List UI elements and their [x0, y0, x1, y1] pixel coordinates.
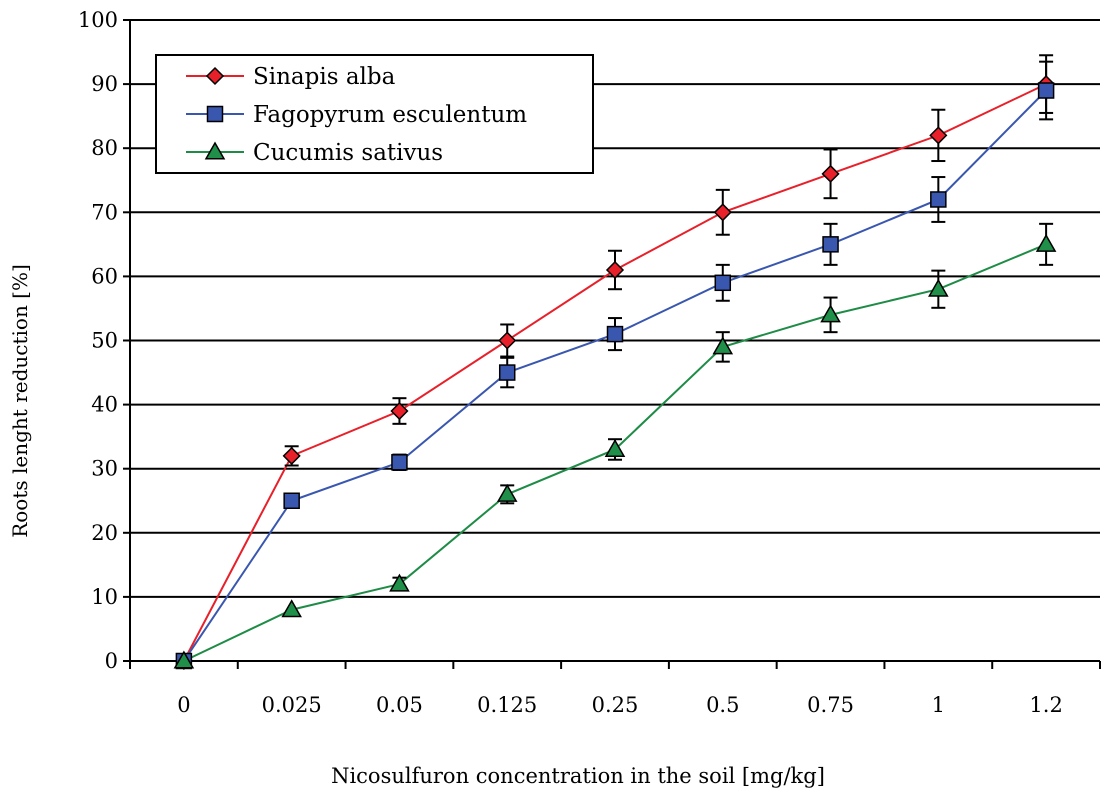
legend-label: Sinapis alba [253, 64, 396, 90]
data-point [821, 164, 840, 183]
series-1 [183, 89, 1047, 662]
data-point [928, 278, 949, 297]
y-tick-label: 0 [105, 649, 118, 673]
data-point [929, 126, 948, 145]
data-point [1035, 233, 1057, 252]
series-line [183, 89, 1047, 662]
data-point [1037, 82, 1055, 99]
legend: Sinapis alba Fagopyrum esculentum Cucumis … [155, 54, 594, 174]
y-tick-label: 70 [91, 200, 118, 224]
legend-label: Fagopyrum esculentum [253, 102, 527, 128]
data-point [714, 274, 732, 292]
data-point [282, 446, 301, 465]
y-tick-label: 10 [91, 585, 118, 609]
y-tick-label: 100 [78, 8, 118, 32]
x-tick-label: 0.25 [592, 693, 639, 717]
data-point [605, 260, 625, 280]
data-point [390, 401, 409, 421]
series-2-markers [173, 233, 1057, 669]
data-point [713, 203, 732, 222]
data-point [604, 438, 626, 457]
data-point [281, 599, 302, 618]
series-0-markers [174, 75, 1056, 671]
y-tick-label: 80 [91, 136, 118, 160]
x-tick-label: 0.05 [376, 693, 423, 717]
y-tick-label: 50 [91, 329, 118, 353]
x-tick-label: 0.5 [706, 693, 739, 717]
legend-marker [204, 141, 226, 160]
x-tick-label: 0.125 [477, 693, 537, 717]
data-point [820, 304, 841, 323]
legend-marker [206, 105, 224, 123]
axes: 0 10 20 30 40 50 60 70 80 90 100 0 0.025 0.05 0.125 0.2… [78, 8, 1101, 717]
x-tick-label: 0.025 [262, 693, 322, 717]
x-tick-label: 0.75 [807, 693, 854, 717]
x-tick-label: 0 [177, 693, 190, 717]
data-point [283, 492, 300, 509]
data-point [389, 573, 410, 592]
y-tick-label: 30 [91, 457, 118, 481]
data-series [173, 54, 1057, 671]
y-tick-label: 60 [91, 264, 118, 288]
x-tick-label: 1 [932, 693, 945, 717]
x-axis-label: Nicosulfuron concentration in the soil [… [331, 764, 825, 788]
data-point [498, 331, 517, 350]
data-point [391, 454, 408, 471]
data-point [498, 364, 516, 381]
y-tick-label: 20 [91, 521, 118, 545]
y-axis-label: Roots lenght reduction [%] [8, 264, 32, 538]
legend-label: Cucumis sativus [253, 140, 443, 166]
y-tick-label: 40 [91, 393, 118, 417]
x-tick-label: 1.2 [1029, 693, 1062, 717]
data-point [496, 483, 518, 502]
data-point [606, 325, 624, 343]
data-point [930, 191, 947, 208]
data-point [712, 336, 734, 355]
legend-marker [205, 66, 225, 86]
data-point [173, 650, 195, 669]
y-tick-label: 90 [91, 72, 118, 96]
data-point [822, 236, 839, 253]
